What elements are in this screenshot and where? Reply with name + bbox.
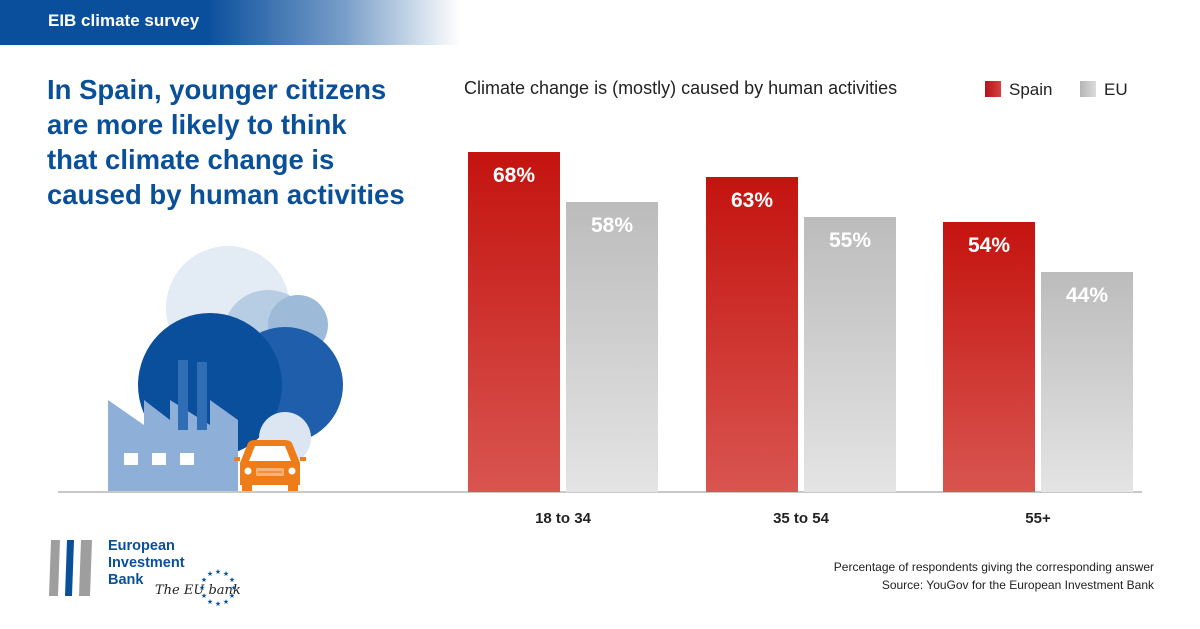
logo-line: Bank	[108, 572, 144, 588]
svg-text:★: ★	[207, 570, 213, 578]
data-label-spain-3: 54%	[968, 234, 1010, 257]
svg-text:★: ★	[207, 598, 213, 606]
headline: In Spain, younger citizens are more like…	[47, 72, 447, 212]
car-icon	[234, 440, 306, 492]
factory-icon	[108, 360, 238, 492]
headline-line: are more likely to think	[47, 109, 347, 140]
svg-text:★: ★	[223, 570, 229, 578]
svg-text:★: ★	[229, 576, 235, 584]
svg-text:★: ★	[231, 584, 237, 592]
data-label-eu-2: 55%	[829, 229, 871, 252]
x-tick-label: 18 to 34	[535, 510, 592, 527]
legend-item-spain: Spain	[985, 80, 1052, 100]
bar-spain-2	[706, 177, 798, 492]
bar-eu-2	[804, 217, 896, 492]
bar-eu-3	[1041, 272, 1133, 492]
banner-title: EIB climate survey	[48, 11, 200, 30]
data-label-spain-2: 63%	[731, 189, 773, 212]
bar-spain-3	[943, 222, 1035, 492]
svg-text:★: ★	[229, 592, 235, 600]
data-label-eu-3: 44%	[1066, 284, 1108, 307]
eib-logo-icon	[49, 540, 92, 596]
legend-label-eu: EU	[1104, 80, 1128, 99]
chart-title: Climate change is (mostly) caused by hum…	[464, 78, 898, 98]
footnote-source: Source: YouGov for the European Investme…	[881, 578, 1154, 592]
legend-swatch-spain	[985, 81, 1001, 97]
eu-stars-icon: ★ ★★ ★★★ ★★★ ★★★	[199, 568, 237, 608]
logo-line: Investment	[108, 555, 185, 571]
logo-tagline: The EU bank	[155, 583, 241, 598]
x-tick-label: 35 to 54	[773, 510, 830, 527]
bar-spain-1	[468, 152, 560, 492]
svg-text:★: ★	[215, 600, 221, 608]
headline-line: caused by human activities	[47, 179, 405, 210]
legend-item-eu: EU	[1080, 80, 1128, 100]
data-label-spain-1: 68%	[493, 164, 535, 187]
svg-text:★: ★	[199, 584, 205, 592]
footnote-description: Percentage of respondents giving the cor…	[833, 560, 1154, 574]
bar-eu-1	[566, 202, 658, 492]
svg-text:★: ★	[201, 576, 207, 584]
legend-swatch-eu	[1080, 81, 1096, 97]
logo-line: European	[108, 538, 175, 554]
svg-text:★: ★	[223, 598, 229, 606]
headline-line: In Spain, younger citizens	[47, 74, 387, 105]
factory-illustration	[108, 246, 343, 492]
headline-line: that climate change is	[47, 144, 335, 175]
legend-label-spain: Spain	[1009, 80, 1053, 99]
data-label-eu-1: 58%	[591, 214, 633, 237]
svg-text:★: ★	[215, 568, 221, 576]
logo-text: European Investment Bank	[108, 538, 185, 589]
header-banner: EIB climate survey	[0, 0, 460, 45]
svg-text:★: ★	[201, 592, 207, 600]
x-tick-label: 55+	[1025, 510, 1051, 527]
